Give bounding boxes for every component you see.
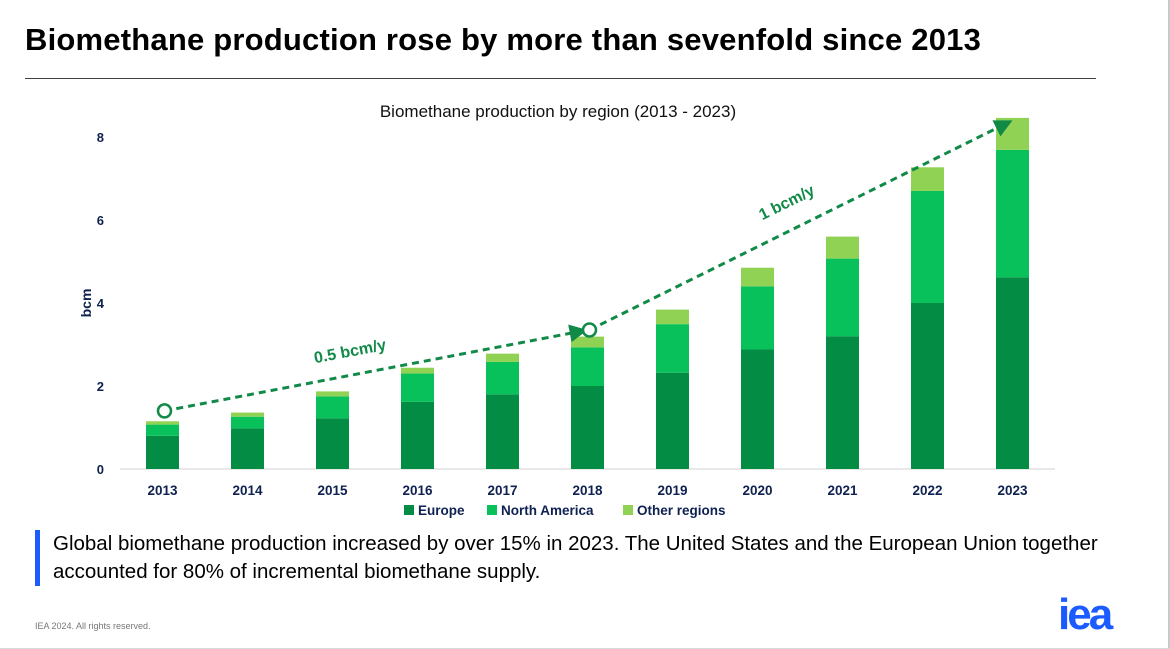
bar-north-america-2021 [826,258,859,337]
bar-north-america-2023 [996,149,1029,278]
chart-title: Biomethane production by region (2013 - … [380,102,736,121]
bar-other-regions-2015 [316,391,349,397]
bar-other-regions-2014 [231,412,264,417]
bar-north-america-2020 [741,286,774,350]
biomethane-production-chart: Biomethane production by region (2013 - … [78,102,1055,518]
x-tick-label: 2016 [402,483,433,498]
bar-other-regions-2021 [826,236,859,259]
bar-europe-2016 [401,401,434,469]
iea-logo: iea [1058,594,1117,634]
trend-arrow-1 [164,324,588,413]
legend-swatch-europe [404,505,414,515]
bar-other-regions-2020 [741,267,774,287]
trend-start-marker-1 [156,403,173,419]
bar-north-america-2014 [231,416,264,429]
x-tick-label: 2023 [997,483,1028,498]
y-tick-label: 6 [97,213,104,228]
bar-europe-2021 [826,336,859,469]
bar-europe-2020 [741,349,774,469]
y-tick-label: 0 [97,462,104,477]
bar-other-regions-2018 [571,336,604,348]
headline: Biomethane production rose by more than … [25,22,982,57]
bar-europe-2013 [146,435,179,469]
x-tick-label: 2018 [572,483,603,498]
trend-label-2: 1 bcm/y [757,182,818,224]
legend-label-other-regions: Other regions [637,503,726,518]
bar-north-america-2015 [316,396,349,419]
bar-north-america-2018 [571,347,604,386]
bar-north-america-2013 [146,424,179,436]
bar-other-regions-2022 [911,167,944,191]
y-tick-label: 2 [97,379,104,394]
bar-europe-2014 [231,428,264,469]
legend-swatch-north-america [487,505,497,515]
trend-arrow-2 [588,120,1013,332]
bar-north-america-2016 [401,373,434,402]
headline-divider [25,78,1096,79]
trend-start-marker-2 [581,322,598,338]
bar-europe-2022 [911,303,944,469]
bar-other-regions-2016 [401,367,434,374]
x-tick-label: 2022 [912,483,942,498]
y-tick-label: 8 [97,130,104,145]
bar-europe-2023 [996,277,1029,469]
bar-europe-2017 [486,394,519,469]
x-tick-label: 2020 [742,483,772,498]
legend-label-europe: Europe [418,503,465,518]
x-tick-label: 2013 [147,483,178,498]
legend-swatch-other-regions [623,505,633,515]
bar-other-regions-2017 [486,353,519,362]
bar-north-america-2017 [486,361,519,395]
key-message-callout: Global biomethane production increased b… [35,530,1143,586]
x-tick-label: 2017 [487,483,517,498]
trend-label-1: 0.5 bcm/y [313,337,388,367]
bar-north-america-2019 [656,324,689,373]
iea-logo-text: iea [1058,594,1114,634]
bar-other-regions-2023 [996,117,1029,150]
legend-label-north-america: North America [501,503,594,518]
bar-europe-2018 [571,386,604,469]
bar-europe-2015 [316,418,349,469]
x-tick-label: 2019 [657,483,687,498]
bar-europe-2019 [656,372,689,469]
key-message-text: Global biomethane production increased b… [53,532,1098,583]
x-tick-label: 2015 [317,483,348,498]
bar-north-america-2022 [911,190,944,303]
x-tick-label: 2014 [232,483,263,498]
x-tick-label: 2021 [827,483,858,498]
copyright-footer: IEA 2024. All rights reserved. [35,621,151,631]
bar-other-regions-2013 [146,421,179,425]
y-tick-label: 4 [97,296,105,311]
y-axis-label: bcm [78,289,94,318]
bar-other-regions-2019 [656,309,689,325]
